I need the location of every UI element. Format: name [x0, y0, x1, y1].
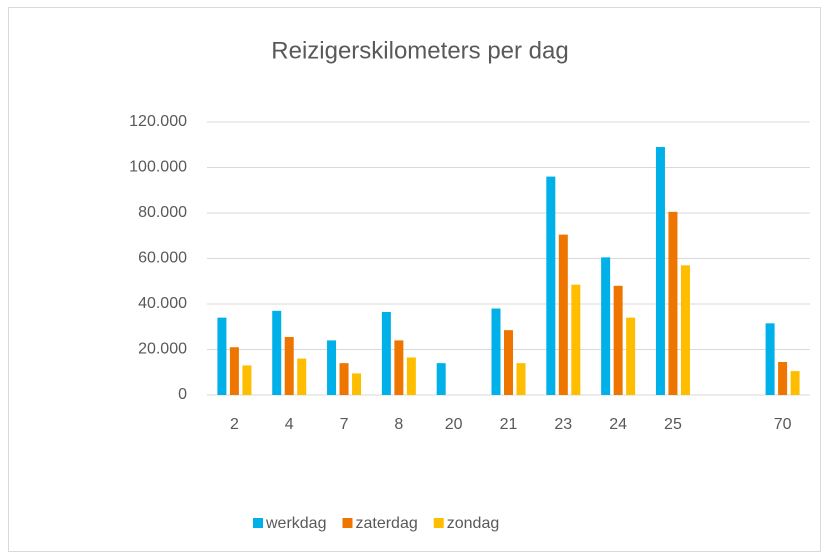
bar [680, 265, 690, 395]
chart-title: Reizigerskilometers per dag [271, 37, 568, 64]
x-tick-label: 4 [285, 416, 294, 433]
bar [601, 257, 611, 395]
y-tick-label: 20.000 [138, 341, 187, 358]
legend-label: zaterdag [355, 515, 417, 532]
bar [571, 284, 581, 395]
y-tick-label: 100.000 [129, 159, 187, 176]
bar [242, 365, 252, 395]
legend-label: zondag [447, 515, 500, 532]
x-tick-label: 20 [445, 416, 463, 433]
bar [613, 285, 623, 395]
x-tick-label: 7 [340, 416, 349, 433]
x-tick-label: 24 [609, 416, 627, 433]
y-tick-label: 60.000 [138, 250, 187, 267]
bar [790, 371, 800, 395]
bar [504, 330, 513, 395]
bar [626, 317, 636, 395]
bar [516, 363, 526, 395]
x-tick-label: 2 [230, 416, 239, 433]
legend-swatch [342, 518, 353, 528]
legend-swatch [433, 518, 444, 528]
x-tick-label: 23 [554, 416, 572, 433]
bar [381, 311, 391, 395]
bar [327, 340, 337, 395]
bar [217, 317, 227, 395]
x-tick-label: 70 [774, 416, 792, 433]
x-tick-label: 21 [500, 416, 518, 433]
bar [668, 211, 678, 395]
bar [229, 347, 239, 395]
y-tick-label: 0 [178, 386, 187, 403]
bar [436, 363, 446, 395]
bar [352, 373, 362, 395]
chart-frame [8, 7, 821, 552]
bar [339, 363, 349, 395]
x-tick-label: 8 [394, 416, 403, 433]
y-tick-label: 120.000 [129, 113, 187, 130]
bar [765, 323, 775, 395]
x-tick-label: 25 [664, 416, 682, 433]
bar [491, 308, 501, 395]
bar [558, 234, 568, 395]
bar [778, 362, 788, 395]
bar [394, 340, 404, 395]
bar [655, 147, 665, 395]
bar [546, 176, 556, 395]
bar [297, 358, 307, 395]
bar [272, 310, 282, 395]
legend-label: werkdag [265, 515, 326, 532]
legend-swatch [253, 518, 263, 528]
y-tick-label: 80.000 [138, 204, 187, 221]
bar [284, 336, 294, 395]
bar [406, 357, 416, 395]
y-tick-label: 40.000 [138, 295, 187, 312]
